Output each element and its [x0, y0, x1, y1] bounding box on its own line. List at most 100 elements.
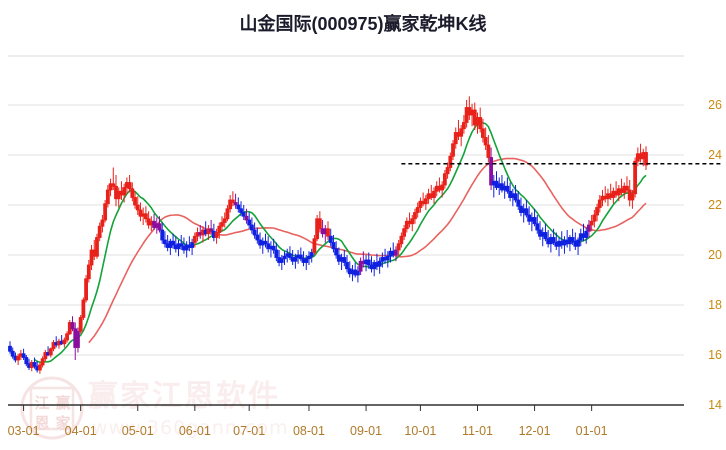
candlestick[interactable]: [589, 215, 594, 232]
candlestick[interactable]: [445, 162, 450, 179]
candlestick[interactable]: [442, 170, 447, 189]
candlestick[interactable]: [100, 215, 105, 233]
candlestick[interactable]: [576, 237, 580, 256]
candlestick[interactable]: [130, 182, 135, 202]
candlestick[interactable]: [516, 191, 521, 210]
candlestick[interactable]: [312, 235, 317, 255]
candlestick-series[interactable]: [8, 96, 648, 374]
candlestick[interactable]: [461, 115, 466, 134]
candlestick[interactable]: [334, 241, 339, 259]
candlestick[interactable]: [236, 197, 241, 213]
candlestick[interactable]: [95, 233, 99, 259]
candlestick[interactable]: [423, 195, 428, 210]
candlestick[interactable]: [630, 190, 635, 209]
candlestick[interactable]: [190, 238, 195, 255]
candlestick[interactable]: [345, 255, 349, 273]
candlestick[interactable]: [16, 353, 21, 365]
candlestick[interactable]: [611, 187, 616, 204]
candlestick[interactable]: [627, 180, 632, 207]
candlestick[interactable]: [524, 200, 529, 218]
candlestick[interactable]: [89, 245, 94, 270]
candlestick[interactable]: [288, 246, 292, 260]
candlestick[interactable]: [249, 217, 254, 234]
candlestick[interactable]: [481, 118, 485, 143]
candlestick[interactable]: [328, 228, 333, 247]
candlestick[interactable]: [133, 191, 137, 209]
candlestick[interactable]: [532, 208, 537, 227]
candlestick[interactable]: [214, 228, 219, 244]
candlestick[interactable]: [252, 222, 257, 239]
candlestick[interactable]: [222, 212, 227, 228]
candlestick[interactable]: [247, 212, 252, 229]
candlestick[interactable]: [358, 257, 363, 276]
candlestick[interactable]: [51, 340, 56, 352]
candlestick[interactable]: [21, 348, 26, 360]
candlestick[interactable]: [592, 210, 597, 228]
candlestick[interactable]: [513, 185, 518, 203]
candlestick[interactable]: [355, 266, 360, 283]
candlestick[interactable]: [413, 208, 417, 224]
candlestick[interactable]: [122, 183, 127, 203]
candlestick[interactable]: [489, 147, 493, 191]
candlestick[interactable]: [62, 337, 67, 348]
candlestick[interactable]: [298, 247, 303, 262]
candlestick[interactable]: [255, 227, 260, 244]
candlestick[interactable]: [551, 228, 556, 245]
candlestick[interactable]: [65, 331, 69, 343]
candlestick[interactable]: [453, 127, 458, 149]
candlestick[interactable]: [326, 221, 330, 240]
candlestick[interactable]: [402, 225, 407, 240]
candlestick[interactable]: [160, 222, 165, 244]
candlestick[interactable]: [394, 246, 398, 262]
candlestick[interactable]: [508, 182, 513, 202]
candlestick[interactable]: [163, 231, 167, 248]
candlestick[interactable]: [440, 181, 445, 198]
candlestick[interactable]: [105, 185, 110, 208]
candlestick[interactable]: [317, 211, 322, 233]
candlestick[interactable]: [179, 235, 184, 250]
candlestick[interactable]: [233, 193, 238, 209]
candlestick[interactable]: [293, 253, 298, 269]
candlestick[interactable]: [377, 257, 382, 274]
candlestick[interactable]: [309, 248, 314, 263]
candlestick[interactable]: [584, 227, 589, 244]
candlestick[interactable]: [111, 167, 116, 191]
candlestick[interactable]: [342, 250, 347, 267]
candlestick[interactable]: [644, 146, 648, 170]
candlestick[interactable]: [304, 255, 309, 270]
candlestick[interactable]: [432, 187, 436, 204]
candlestick[interactable]: [587, 220, 591, 238]
candlestick[interactable]: [597, 195, 602, 213]
candlestick[interactable]: [595, 203, 599, 222]
candlestick[interactable]: [282, 251, 287, 265]
candlestick[interactable]: [10, 347, 15, 359]
candlestick[interactable]: [263, 233, 268, 248]
candlestick[interactable]: [415, 202, 420, 218]
candlestick[interactable]: [622, 182, 627, 199]
candlestick[interactable]: [84, 275, 89, 303]
candlestick[interactable]: [43, 350, 48, 362]
candlestick[interactable]: [70, 316, 75, 332]
candlestick[interactable]: [143, 206, 148, 223]
candlestick[interactable]: [399, 232, 404, 248]
candlestick[interactable]: [486, 135, 491, 163]
candlestick[interactable]: [366, 252, 371, 269]
candlestick[interactable]: [451, 140, 455, 160]
candlestick[interactable]: [192, 232, 197, 248]
candlestick[interactable]: [448, 152, 453, 172]
candlestick[interactable]: [225, 205, 230, 222]
candlestick[interactable]: [135, 196, 140, 215]
candlestick[interactable]: [279, 255, 284, 270]
candlestick[interactable]: [459, 125, 464, 147]
candlestick[interactable]: [103, 200, 108, 223]
candlestick[interactable]: [404, 217, 409, 233]
candlestick[interactable]: [557, 237, 561, 257]
candlestick[interactable]: [385, 251, 390, 268]
candlestick[interactable]: [478, 107, 483, 133]
candlestick[interactable]: [505, 177, 510, 194]
candlestick[interactable]: [138, 202, 143, 222]
candlestick[interactable]: [220, 216, 224, 232]
candlestick[interactable]: [32, 357, 37, 369]
candlestick[interactable]: [157, 216, 162, 233]
